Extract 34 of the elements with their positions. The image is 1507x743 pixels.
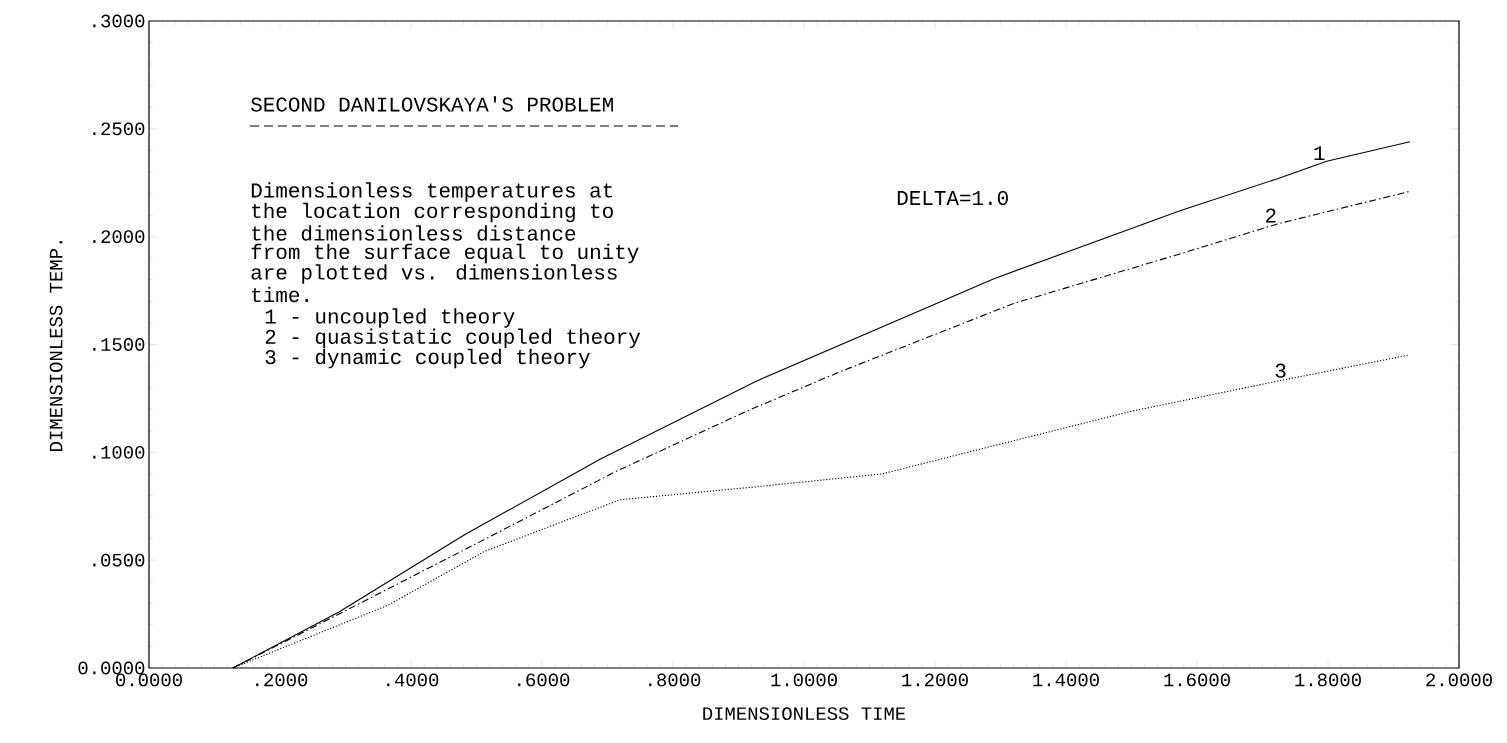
- x-tick-label: .2000: [256, 673, 308, 687]
- series-label: 3: [1275, 363, 1286, 378]
- annotation: 2 - quasistatic coupled theory: [265, 328, 641, 349]
- y-tick-label: 0.0000: [78, 661, 145, 675]
- annotation: from the surface equal to unity: [251, 243, 639, 264]
- x-tick-label: 1.8000: [1295, 673, 1361, 687]
- series-label: 1: [1314, 146, 1325, 160]
- annotation: DELTA=1.0: [897, 190, 1008, 206]
- x-tick-label: 1.6000: [1164, 673, 1230, 687]
- y-tick-label: .1000: [93, 445, 145, 459]
- x-tick-label: 2.0000: [1426, 673, 1492, 687]
- annotation: time.: [252, 286, 308, 303]
- series-label: 2: [1265, 208, 1276, 223]
- annotation: the location corresponding to: [252, 202, 613, 223]
- x-tick-label: 0.0000: [116, 673, 182, 687]
- x-axis-title: DIMENSIONLESS TIME: [703, 707, 906, 721]
- y-tick-label: .3000: [93, 14, 145, 28]
- annotation: 3 - dynamic coupled theory: [265, 348, 590, 369]
- y-axis-title: DIMENSIONLESS TEMP.: [49, 241, 63, 451]
- x-tick-label: .6000: [518, 673, 570, 687]
- annotation: Dimensionless temperatures at: [251, 182, 613, 202]
- x-tick-label: 1.0000: [771, 673, 837, 687]
- y-tick-label: .0500: [93, 553, 145, 567]
- text: SECOND DANILOVSKAYA'S PROBLEM: [251, 96, 613, 112]
- y-tick-label: .1500: [93, 338, 145, 351]
- annotation: the dimensionless distance: [252, 225, 576, 241]
- x-tick-label: 1.2000: [902, 673, 968, 687]
- x-tick-label: .4000: [387, 673, 439, 687]
- y-tick-label: .2000: [93, 230, 145, 244]
- annotation: 1 - uncoupled theory: [265, 308, 515, 328]
- x-tick-label: .8000: [649, 673, 701, 687]
- x-tick-label: 1.4000: [1033, 673, 1099, 687]
- y-tick-label: .2500: [93, 122, 145, 136]
- annotation: are plotted vs. dimensionless: [251, 264, 617, 284]
